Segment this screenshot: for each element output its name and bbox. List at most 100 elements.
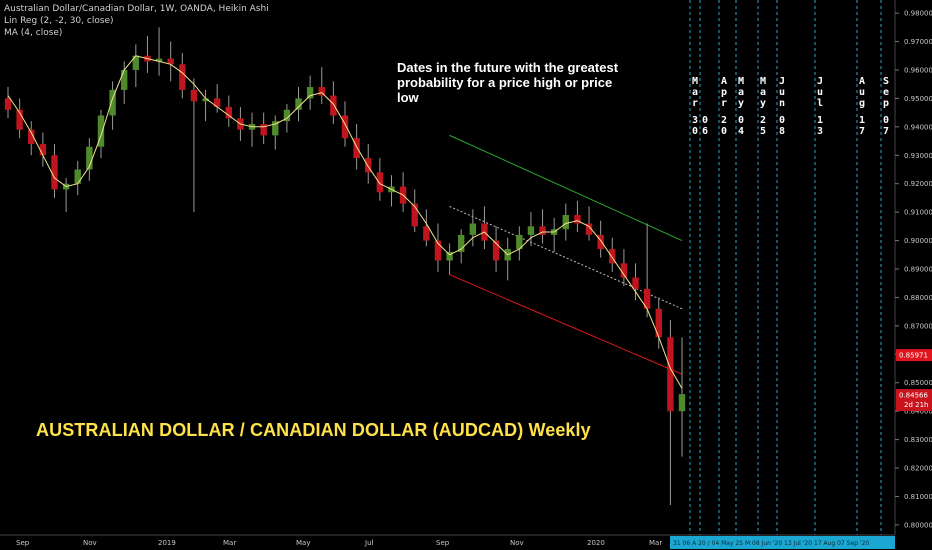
- future-day-char: 8: [779, 126, 785, 137]
- candle-down: [225, 106, 232, 119]
- candle-down: [318, 87, 325, 96]
- price-tick-label: 0.98000: [904, 10, 932, 18]
- future-month-char: r: [721, 98, 727, 109]
- candle-down: [411, 203, 418, 227]
- candle-down: [341, 115, 349, 139]
- time-tick-label: Nov: [83, 539, 97, 547]
- future-day-char: 0: [702, 115, 708, 126]
- candle-up: [562, 214, 569, 230]
- forecast-annotation: Dates in the future with the greatest pr…: [397, 60, 619, 105]
- price-tick-label: 0.93000: [904, 152, 932, 160]
- candle-up: [121, 69, 128, 90]
- price-tag-last: [896, 349, 932, 362]
- future-month-char: M: [760, 76, 766, 87]
- candle-up: [132, 55, 140, 70]
- candle-down: [585, 223, 593, 235]
- time-axis[interactable]: Sep Nov 2019 Mar May Jul Sep Nov 2020 Mar: [0, 534, 895, 547]
- candle-down: [655, 308, 662, 338]
- future-month-char: a: [738, 87, 744, 98]
- time-tick-label: 2020: [587, 539, 605, 547]
- candle-up: [527, 226, 535, 235]
- future-day-char: 7: [859, 126, 865, 137]
- price-tick-label: 0.82000: [904, 465, 932, 473]
- time-tick-label: 2019: [158, 539, 176, 547]
- time-tick-label: Jul: [364, 539, 374, 547]
- ma-line: [7, 55, 683, 389]
- candle-up: [306, 87, 314, 99]
- candle-down: [4, 98, 12, 110]
- future-month-char: M: [738, 76, 744, 87]
- price-axis[interactable]: 0.98000 0.97000 0.96000 0.95000 0.94000 0.930…: [894, 0, 932, 550]
- candles: [4, 27, 686, 505]
- candle-down: [643, 288, 651, 309]
- candle-down: [609, 249, 616, 264]
- chart-title: AUSTRALIAN DOLLAR / CANADIAN DOLLAR (AUD…: [36, 420, 591, 440]
- future-day-char: 0: [883, 115, 889, 126]
- time-tick-label: May: [296, 539, 310, 547]
- candle-up: [155, 58, 163, 62]
- price-tick-label: 0.91000: [904, 209, 932, 217]
- future-day-char: 0: [721, 126, 727, 137]
- future-month-char: u: [779, 87, 785, 98]
- candle-down: [620, 263, 628, 278]
- candle-down: [632, 277, 639, 289]
- candle-down: [260, 123, 267, 136]
- candle-up: [74, 169, 81, 184]
- price-axis-bg: [895, 0, 932, 550]
- future-month-char: S: [883, 76, 889, 87]
- candle-down: [16, 109, 23, 130]
- moving-average: [7, 55, 683, 389]
- future-date-labels: Mar3006Apr20May04May25Jun08Jul13Aug17Sep…: [692, 76, 889, 137]
- future-day-char: 3: [692, 115, 698, 126]
- symbol-line: Australian Dollar/Canadian Dollar, 1W, O…: [4, 4, 269, 14]
- candle-down: [492, 240, 500, 261]
- future-month-char: J: [817, 76, 823, 87]
- future-day-char: 1: [817, 115, 823, 126]
- chart-legend: Australian Dollar/Canadian Dollar, 1W, O…: [4, 3, 269, 39]
- price-tick-label: 0.96000: [904, 66, 932, 74]
- future-month-char: y: [738, 98, 744, 109]
- future-month-char: A: [859, 76, 865, 87]
- time-tick-label: Mar: [223, 539, 236, 547]
- price-tick-label: 0.84000: [904, 408, 932, 416]
- candle-down: [28, 129, 35, 144]
- future-dates-strip-label: 31 06 A 20 / 04 May 25 M 08 Jun '20 13 J…: [673, 540, 869, 547]
- future-day-char: 0: [738, 115, 744, 126]
- candle-down: [51, 155, 58, 190]
- price-tick-label: 0.88000: [904, 294, 932, 302]
- countdown-label: 2d 21h: [904, 401, 928, 409]
- price-tick-label: 0.83000: [904, 436, 932, 444]
- channel-lower: [449, 274, 683, 375]
- indicator-ma: MA (4, close): [4, 28, 63, 38]
- future-date-lines: [689, 0, 882, 535]
- future-day-char: 4: [738, 126, 744, 137]
- candle-down: [179, 64, 186, 90]
- price-tick-label: 0.97000: [904, 38, 932, 46]
- candle-up: [516, 234, 523, 250]
- future-month-char: e: [883, 87, 889, 98]
- future-month-char: J: [779, 76, 785, 87]
- candle-down: [190, 89, 198, 102]
- candle-up: [446, 251, 453, 261]
- candle-down: [539, 226, 546, 235]
- price-tag-close: [896, 389, 932, 412]
- time-tick-label: Mar: [649, 539, 662, 547]
- time-tick-label: Sep: [16, 539, 30, 547]
- price-tick-label: 0.87000: [904, 322, 932, 330]
- candle-up: [469, 223, 477, 235]
- candle-down: [39, 143, 47, 156]
- candle-down: [365, 158, 372, 173]
- candle-up: [295, 98, 302, 110]
- candle-up: [202, 98, 209, 102]
- future-month-char: a: [692, 87, 698, 98]
- candle-down: [330, 95, 337, 116]
- future-month-char: y: [760, 98, 766, 109]
- price-tick-label: 0.85000: [904, 379, 932, 387]
- price-tick-label: 0.92000: [904, 180, 932, 188]
- future-day-char: 1: [859, 115, 865, 126]
- candle-up: [458, 234, 465, 252]
- future-month-char: a: [760, 87, 766, 98]
- price-tag-close-label: 0.84566: [899, 392, 928, 400]
